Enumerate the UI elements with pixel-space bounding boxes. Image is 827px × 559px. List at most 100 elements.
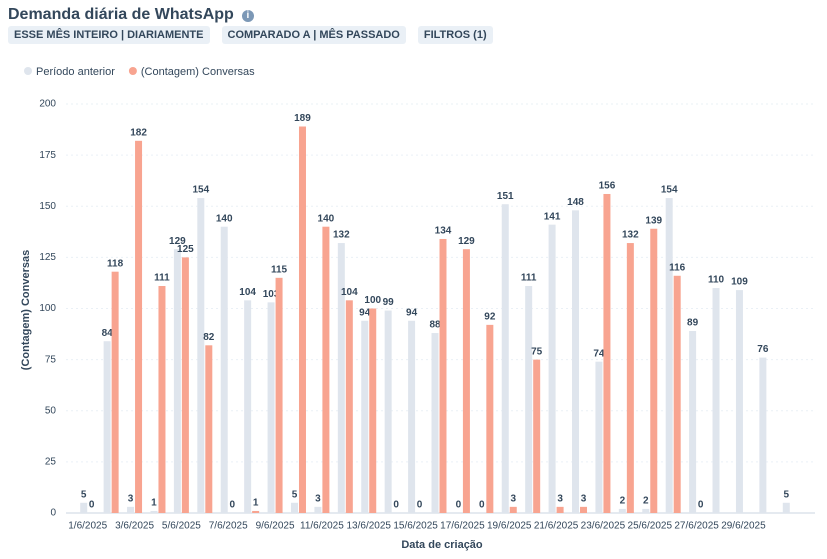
x-tick-label: 5/6/2025 bbox=[162, 521, 201, 532]
value-label: 5 bbox=[784, 489, 790, 500]
value-label: 132 bbox=[622, 230, 639, 241]
y-tick-label: 100 bbox=[39, 303, 56, 314]
bar bbox=[580, 506, 588, 513]
filters: ESSE MÊS INTEIRO | DIARIAMENTE COMPARADO… bbox=[8, 26, 493, 44]
value-label: 115 bbox=[271, 264, 288, 275]
bar bbox=[626, 243, 634, 513]
value-label: 182 bbox=[130, 127, 147, 138]
value-label: 139 bbox=[645, 215, 662, 226]
bar bbox=[548, 224, 556, 513]
value-label: 2 bbox=[643, 496, 649, 507]
y-tick-label: 75 bbox=[45, 354, 57, 365]
value-label: 3 bbox=[581, 494, 587, 505]
x-tick-label: 19/6/2025 bbox=[487, 521, 532, 532]
x-tick-label: 7/6/2025 bbox=[209, 521, 248, 532]
value-label: 0 bbox=[393, 500, 399, 511]
bar bbox=[735, 290, 743, 513]
bar bbox=[267, 302, 275, 513]
bar bbox=[501, 204, 509, 513]
value-label: 92 bbox=[484, 312, 496, 323]
bar bbox=[689, 330, 697, 513]
value-label: 94 bbox=[406, 307, 418, 318]
value-label: 110 bbox=[708, 275, 725, 286]
bar bbox=[439, 238, 447, 513]
value-label: 132 bbox=[333, 230, 350, 241]
y-tick-label: 150 bbox=[39, 201, 56, 212]
value-label: 104 bbox=[341, 287, 358, 298]
value-label: 3 bbox=[128, 494, 134, 505]
x-tick-label: 15/6/2025 bbox=[393, 521, 438, 532]
y-tick-label: 50 bbox=[45, 405, 57, 416]
x-tick-label: 17/6/2025 bbox=[440, 521, 485, 532]
y-tick-label: 175 bbox=[39, 150, 56, 161]
bar bbox=[158, 286, 166, 513]
value-label: 0 bbox=[456, 500, 462, 511]
bar bbox=[345, 300, 353, 513]
bar bbox=[252, 510, 260, 513]
bar bbox=[665, 198, 673, 513]
value-label: 99 bbox=[383, 297, 395, 308]
value-label: 5 bbox=[81, 489, 87, 500]
y-tick-label: 25 bbox=[45, 457, 57, 468]
bar bbox=[533, 359, 541, 513]
bar bbox=[595, 361, 603, 513]
bar bbox=[603, 193, 611, 514]
value-label: 129 bbox=[458, 236, 475, 247]
title-text: Demanda diária de WhatsApp bbox=[8, 6, 234, 23]
bar bbox=[642, 508, 650, 513]
value-label: 1 bbox=[253, 498, 259, 509]
x-tick-label: 13/6/2025 bbox=[346, 521, 391, 532]
bar bbox=[127, 506, 135, 513]
value-label: 89 bbox=[687, 318, 699, 329]
filter-button[interactable]: COMPARADO A | MÊS PASSADO bbox=[221, 26, 406, 44]
value-label: 189 bbox=[294, 113, 311, 124]
value-label: 88 bbox=[429, 320, 441, 331]
legend-label: (Contagem) Conversas bbox=[141, 66, 255, 78]
bar bbox=[220, 226, 228, 513]
value-label: 103 bbox=[263, 289, 280, 300]
bar bbox=[408, 320, 416, 513]
bar bbox=[369, 308, 377, 513]
title: Demanda diária de WhatsApp i bbox=[8, 6, 254, 24]
bar bbox=[486, 324, 494, 513]
value-label: 75 bbox=[531, 346, 543, 357]
bar bbox=[337, 243, 345, 513]
value-label: 151 bbox=[497, 191, 514, 202]
value-label: 104 bbox=[239, 287, 256, 298]
value-label: 1 bbox=[151, 498, 157, 509]
x-tick-label: 9/6/2025 bbox=[256, 521, 295, 532]
value-label: 74 bbox=[593, 348, 605, 359]
value-label: 154 bbox=[192, 185, 209, 196]
bar bbox=[314, 506, 322, 513]
bar bbox=[509, 506, 517, 513]
value-label: 76 bbox=[757, 344, 769, 355]
value-label: 140 bbox=[216, 213, 233, 224]
bar bbox=[181, 257, 189, 513]
value-label: 0 bbox=[229, 500, 235, 511]
info-icon[interactable]: i bbox=[241, 10, 254, 22]
bar bbox=[275, 277, 283, 513]
bar bbox=[556, 506, 564, 513]
bar bbox=[197, 198, 205, 513]
x-tick-label: 23/6/2025 bbox=[581, 521, 626, 532]
filter-button[interactable]: ESSE MÊS INTEIRO | DIARIAMENTE bbox=[8, 26, 210, 44]
bar bbox=[759, 357, 767, 513]
value-label: 118 bbox=[107, 258, 124, 269]
value-label: 0 bbox=[698, 500, 704, 511]
bar bbox=[298, 126, 306, 514]
value-label: 3 bbox=[510, 494, 516, 505]
y-tick-label: 200 bbox=[39, 99, 56, 110]
filter-button[interactable]: FILTROS (1) bbox=[417, 26, 493, 44]
value-label: 3 bbox=[315, 494, 321, 505]
value-label: 109 bbox=[731, 277, 748, 288]
bar bbox=[173, 249, 181, 513]
value-label: 134 bbox=[435, 226, 452, 237]
value-label: 3 bbox=[557, 494, 563, 505]
bar bbox=[431, 333, 439, 513]
x-tick-label: 11/6/2025 bbox=[300, 521, 344, 532]
value-label: 141 bbox=[544, 211, 561, 222]
legend-marker bbox=[128, 67, 137, 75]
x-tick-label: 21/6/2025 bbox=[534, 521, 579, 532]
bar bbox=[80, 502, 88, 513]
